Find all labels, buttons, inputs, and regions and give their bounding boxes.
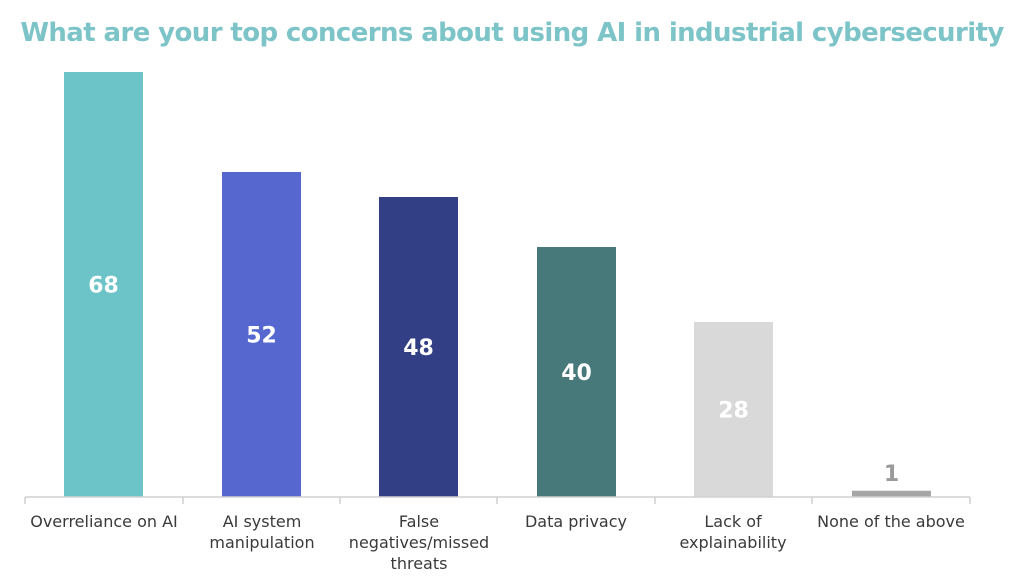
value-label-4: 28 [718,399,749,424]
bar-1 [222,172,301,497]
category-labels: Overreliance on AI AI system manipulation F… [30,512,965,573]
bars-layer: 68 52 48 40 28 1 [64,72,931,497]
category-label-1: AI system manipulation [209,512,314,552]
category-label-5: None of the above [817,512,965,531]
value-label-0: 68 [88,274,119,299]
bar-4 [694,322,773,497]
value-label-3: 40 [561,361,592,386]
bar-5 [852,490,931,497]
value-label-2: 48 [403,336,434,361]
bar-0 [64,72,143,497]
category-label-2: False negatives/missed threats [349,512,489,573]
category-label-4: Lack of explainability [679,512,786,552]
value-label-1: 52 [246,324,277,349]
bar-2 [379,197,458,497]
category-label-3: Data privacy [525,512,627,531]
value-label-5: 1 [884,462,899,487]
bar-3 [537,247,616,497]
category-label-0: Overreliance on AI [30,512,178,531]
chart-title: What are your top concerns about using A… [20,18,1004,48]
x-axis-ticks [24,497,971,504]
